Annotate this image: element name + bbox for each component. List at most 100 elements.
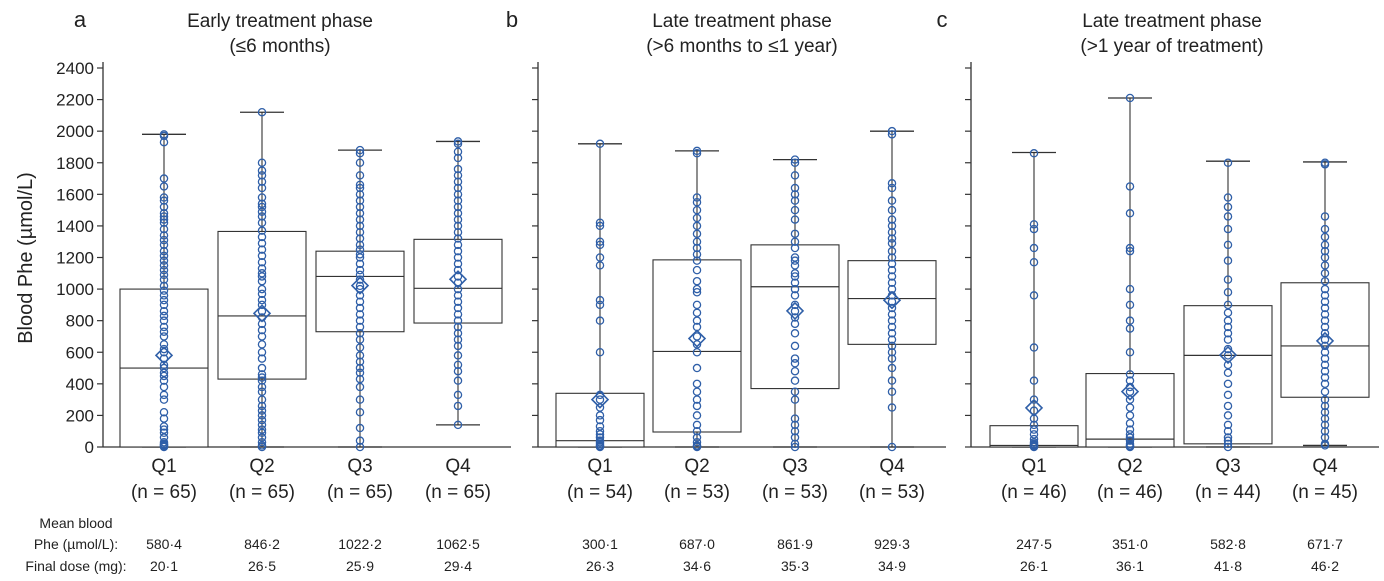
data-point [887,215,897,224]
data-point [1223,322,1233,332]
data-point [790,442,800,452]
data-point [887,303,897,313]
data-point [1223,300,1233,310]
data-point [159,368,169,378]
data-point [453,202,463,212]
data-point [355,158,365,167]
data-point [1125,209,1135,218]
data-point [355,245,365,254]
data-point [692,229,702,239]
data-point [1125,370,1135,379]
data-point [1125,425,1135,434]
data-point [1320,439,1330,449]
data-point [1029,430,1039,439]
data-point [159,265,169,275]
data-point [692,433,702,442]
y-tick-label: 800 [66,312,94,331]
data-point [1125,93,1135,103]
data-point [453,329,463,338]
data-point [790,439,800,449]
panel-c: c Late treatment phase (>1 year of treatme… [937,7,1379,574]
data-point [595,403,605,412]
data-point [692,420,702,430]
mean-marker [448,270,468,289]
data-point [595,295,605,305]
data-point [257,276,267,286]
data-point [887,205,897,215]
data-point [257,376,267,385]
data-point [159,327,169,336]
data-point [1320,261,1330,270]
data-point [453,390,463,400]
data-point [1223,420,1233,430]
data-point [355,240,365,250]
data-point [355,351,365,360]
data-point [355,180,365,190]
data-point [692,316,702,325]
data-point [1320,420,1330,430]
data-point [887,234,897,243]
data-point [355,183,365,193]
data-point [790,269,800,278]
mean-value: 351·0 [1112,536,1148,552]
data-point [887,221,897,231]
category-label: Q4 [879,456,905,477]
data-point [453,177,463,186]
data-point [1029,438,1039,447]
data-point [257,433,267,442]
data-point [1223,436,1233,445]
data-point [453,137,463,146]
box-q2 [217,107,307,452]
data-point [595,422,605,431]
data-point [595,430,605,439]
data-point [453,335,463,344]
data-point [257,306,267,316]
data-point [257,319,267,329]
data-point [887,376,897,385]
data-point [257,425,267,434]
data-point [887,329,897,338]
y-tick-label: 0 [85,438,94,457]
data-point [257,401,267,411]
data-point [159,322,169,332]
data-point [595,139,605,149]
data-point [355,202,365,212]
data-point [257,199,267,209]
data-point [355,436,365,445]
data-point [1223,344,1233,354]
data-point [1320,246,1330,256]
data-point [355,171,365,180]
data-point [257,207,267,216]
summary-row-labels: Mean blood Phe (µmol/L): Final dose (mg)… [25,515,126,574]
data-point [790,433,800,442]
data-point [355,322,365,332]
data-point [692,237,702,246]
mean-marker [1315,331,1335,351]
data-point [1320,240,1330,250]
data-point [453,139,463,149]
data-point [159,332,169,341]
data-point [692,197,702,207]
data-point [355,442,365,452]
data-point [1029,243,1039,253]
y-tick-label: 1400 [56,217,94,236]
data-point [790,158,800,167]
data-point [453,366,463,376]
y-tick-label: 2400 [56,59,94,78]
n-label: (n = 46) [1097,482,1163,503]
n-label: (n = 46) [1001,482,1067,503]
data-point [692,379,702,389]
y-tick-label: 1000 [56,280,94,299]
data-point [453,183,463,193]
data-point [1320,329,1330,338]
data-point [790,300,800,310]
data-point [257,332,267,341]
data-point [355,357,365,366]
data-point [790,215,800,224]
data-point [692,265,702,275]
data-point [355,275,365,284]
data-point [692,401,702,411]
data-point [257,395,267,404]
data-point [595,240,605,250]
data-point [159,295,169,305]
